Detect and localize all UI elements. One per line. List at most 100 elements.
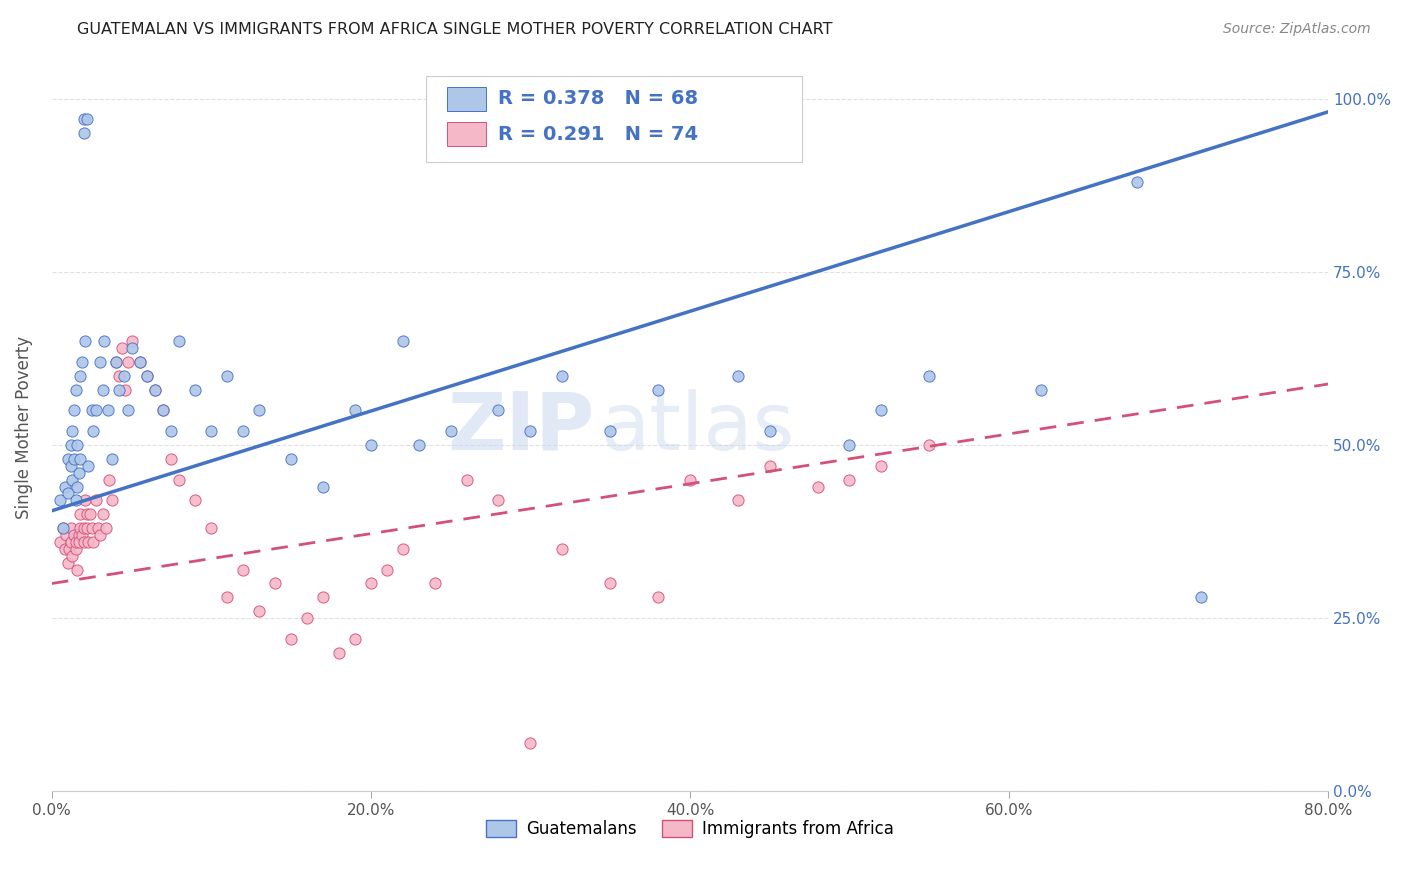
Point (264, 576, 287, 591)
Point (551, 541, 574, 556)
Point (56, 451, 79, 466)
Point (97, 403, 120, 417)
Point (391, 334, 413, 348)
Point (408, 438, 430, 452)
Point (160, 451, 183, 466)
Point (59, 438, 82, 452)
Legend: Guatemalans, Immigrants from Africa: Guatemalans, Immigrants from Africa (479, 814, 900, 845)
Point (52, 521, 75, 535)
Text: R = 0.378   N = 68: R = 0.378 N = 68 (499, 89, 699, 109)
Point (599, 576, 621, 591)
Point (1189, 591, 1212, 605)
Point (488, 493, 510, 508)
Point (117, 403, 139, 417)
Point (80, 403, 103, 417)
Point (391, 541, 413, 556)
Point (56, 556, 79, 570)
Point (66, 563, 89, 577)
Point (280, 451, 302, 466)
Point (217, 368, 239, 383)
FancyBboxPatch shape (426, 77, 803, 162)
Point (200, 424, 222, 438)
Point (128, 355, 150, 369)
Point (67, 528, 90, 542)
Point (599, 424, 621, 438)
Point (112, 368, 135, 383)
Point (65, 535, 87, 549)
FancyBboxPatch shape (447, 87, 485, 112)
Point (66, 438, 89, 452)
Point (551, 368, 574, 383)
Point (76, 508, 98, 522)
Point (82, 535, 104, 549)
Point (121, 334, 143, 348)
Point (77, 535, 100, 549)
Point (918, 438, 941, 452)
Point (93, 334, 115, 348)
Point (69, 451, 91, 466)
Point (184, 493, 207, 508)
Point (870, 403, 893, 417)
Point (1125, 175, 1147, 189)
Point (806, 479, 828, 493)
Point (101, 451, 124, 466)
Point (48, 535, 70, 549)
Point (870, 458, 893, 473)
Point (73, 126, 96, 140)
Point (217, 591, 239, 605)
Point (107, 368, 129, 383)
Point (111, 341, 134, 355)
Point (59, 521, 82, 535)
Point (76, 112, 98, 127)
Point (77, 458, 100, 473)
Point (48, 493, 70, 508)
Point (121, 341, 143, 355)
Point (152, 403, 174, 417)
Point (727, 493, 749, 508)
Point (519, 736, 541, 750)
Point (104, 355, 127, 369)
Point (169, 473, 191, 487)
Point (52, 521, 75, 535)
Point (53, 479, 76, 493)
Point (91, 383, 114, 397)
Point (73, 521, 96, 535)
Point (136, 368, 159, 383)
Point (519, 424, 541, 438)
Point (169, 334, 191, 348)
Point (727, 368, 749, 383)
Point (145, 383, 167, 397)
Point (184, 383, 207, 397)
Point (70, 528, 93, 542)
Point (62, 473, 84, 487)
Point (343, 632, 366, 646)
Point (128, 355, 150, 369)
Point (75, 493, 97, 508)
Point (918, 368, 941, 383)
Point (80, 521, 103, 535)
Point (423, 576, 446, 591)
Text: ZIP: ZIP (447, 389, 595, 467)
Point (107, 383, 129, 397)
Point (456, 473, 478, 487)
Point (232, 563, 254, 577)
Point (312, 591, 335, 605)
Point (55, 528, 77, 542)
Point (79, 508, 101, 522)
Point (117, 355, 139, 369)
Point (65, 541, 87, 556)
Point (69, 368, 91, 383)
Point (76, 521, 98, 535)
Point (1029, 383, 1052, 397)
Point (67, 535, 90, 549)
Point (152, 403, 174, 417)
Point (360, 438, 382, 452)
Point (73, 112, 96, 127)
Point (343, 403, 366, 417)
Text: Source: ZipAtlas.com: Source: ZipAtlas.com (1223, 22, 1371, 37)
Point (98, 473, 121, 487)
Point (62, 549, 84, 563)
Point (160, 424, 183, 438)
FancyBboxPatch shape (447, 122, 485, 146)
Point (87, 521, 110, 535)
